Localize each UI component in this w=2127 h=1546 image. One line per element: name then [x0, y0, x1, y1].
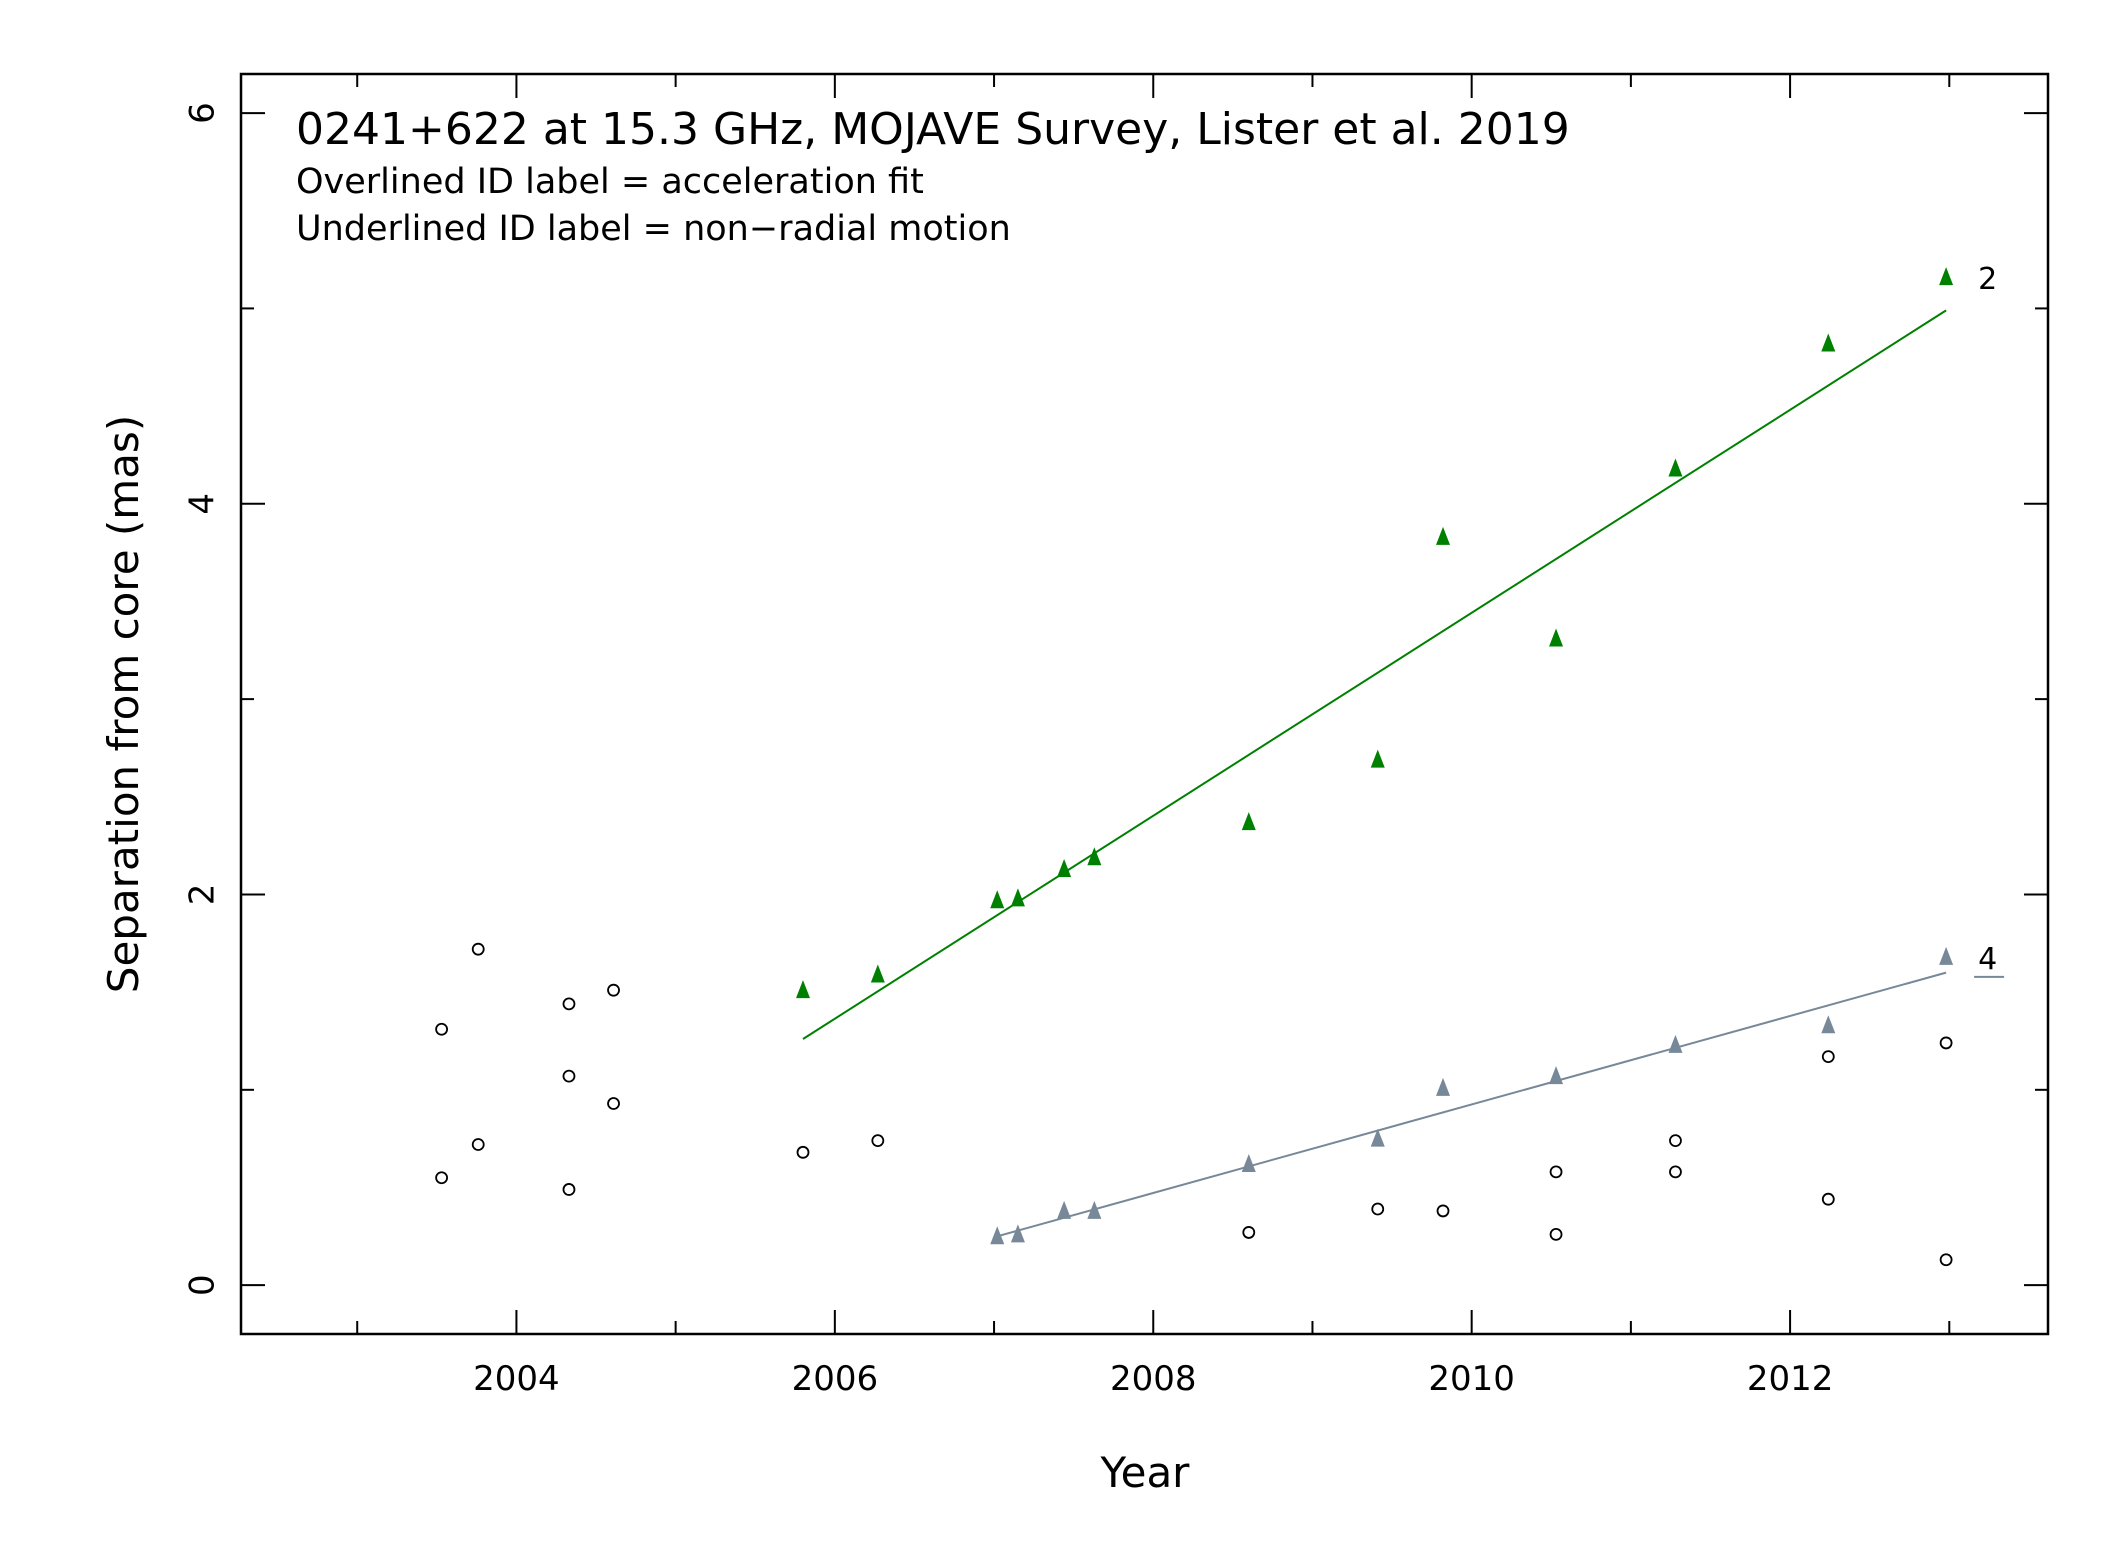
series-labels: 24: [1974, 262, 2005, 978]
x-tick-label: 2012: [1747, 1359, 1834, 1399]
point-other: [607, 983, 620, 997]
x-tick-label: 2010: [1428, 1359, 1515, 1399]
note-overlined: Overlined ID label = acceleration fit: [296, 162, 924, 202]
point-other: [562, 1069, 576, 1083]
y-tick-label: 2: [183, 884, 223, 906]
chart-title: 0241+622 at 15.3 GHz, MOJAVE Survey, Lis…: [296, 104, 1570, 155]
y-axis-label: Separation from core (mas): [99, 415, 148, 993]
point-series-2: [870, 964, 885, 983]
point-other: [1549, 1165, 1563, 1179]
point-other: [1371, 1202, 1385, 1216]
point-other: [1939, 1253, 1953, 1267]
y-tick-label: 6: [183, 102, 223, 124]
point-other: [607, 1097, 620, 1110]
point-series-2: [796, 980, 811, 999]
point-other: [471, 1138, 485, 1151]
point-other: [1549, 1227, 1563, 1241]
point-other: [471, 942, 485, 956]
point-series-4: [1057, 1200, 1072, 1219]
point-series-2: [1549, 628, 1564, 647]
axis-ticks: [241, 74, 2048, 1334]
point-series-4: [1436, 1077, 1451, 1096]
point-series-4: [1370, 1128, 1385, 1147]
fit-lines: [802, 309, 1947, 1238]
x-tick-label: 2006: [792, 1359, 879, 1399]
note-underlined: Underlined ID label = non−radial motion: [296, 209, 1011, 249]
point-other: [871, 1134, 885, 1148]
point-series-2: [1370, 749, 1385, 768]
point-series-4: [1939, 946, 1954, 965]
point-series-4: [990, 1226, 1005, 1245]
point-series-4: [1087, 1200, 1102, 1219]
fit-line-4: [996, 971, 1947, 1238]
point-series-2: [1668, 458, 1683, 477]
point-series-2: [990, 890, 1005, 909]
point-other: [1821, 1050, 1835, 1064]
point-other: [1821, 1192, 1835, 1206]
point-series-4: [1668, 1034, 1683, 1053]
point-series-2: [1241, 812, 1256, 831]
x-tick-label: 2008: [1110, 1359, 1197, 1399]
point-series-4: [1241, 1154, 1256, 1172]
x-axis-label: Year: [1100, 1448, 1191, 1497]
point-other: [1669, 1134, 1682, 1148]
point-other: [1939, 1036, 1953, 1050]
point-other: [562, 1183, 576, 1196]
x-tick-label: 2004: [473, 1359, 560, 1399]
point-other: [562, 997, 576, 1011]
point-series-4: [1010, 1224, 1025, 1243]
plot-frame: [239, 72, 2050, 1336]
point-other: [1436, 1204, 1450, 1218]
point-other: [1669, 1165, 1682, 1179]
point-other: [1242, 1226, 1256, 1239]
point-series-2: [1010, 888, 1025, 907]
point-series-2: [1057, 859, 1072, 878]
fit-line-2: [802, 309, 1947, 1040]
axis-tick-labels: 2004 2006 2008 2010 2012 0 2 4 6: [183, 102, 1834, 1399]
data-points: [435, 267, 1954, 1267]
point-other: [796, 1145, 810, 1159]
point-series-2: [1436, 526, 1451, 545]
y-tick-label: 4: [183, 493, 223, 515]
y-tick-label: 0: [183, 1274, 223, 1296]
point-series-4: [1549, 1066, 1564, 1085]
point-series-4: [1821, 1015, 1836, 1034]
series-label-2: 2: [1978, 262, 1997, 297]
point-other: [435, 1022, 449, 1036]
point-other: [435, 1171, 449, 1185]
point-series-2: [1939, 267, 1954, 286]
series-label-4: 4: [1978, 942, 1997, 977]
point-series-2: [1821, 333, 1836, 352]
point-series-2: [1087, 847, 1102, 866]
